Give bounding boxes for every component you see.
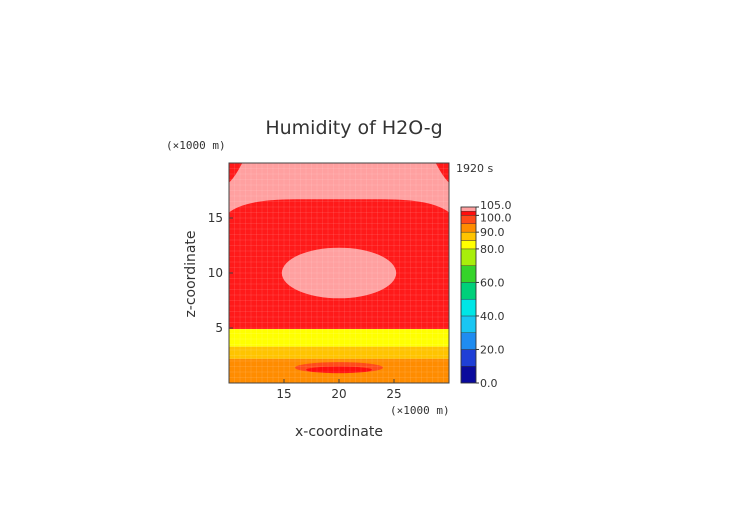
region-red-corner-left [229,163,243,183]
humidity-field [229,163,449,383]
colorbar-tick-label: 80.0 [480,243,505,256]
colorbar-band [460,215,477,224]
time-label: 1920 s [456,162,493,175]
chart-title: Humidity of H2O-g [265,117,442,139]
z-tick-label: 10 [208,266,223,280]
colorbar-tick-label: 20.0 [480,343,505,356]
colorbar-tick-label: 105.0 [480,199,512,212]
x-axis-ticks: 15 20 25 [276,379,402,401]
x-tick-label: 25 [386,387,401,401]
region-pink-top [229,163,449,213]
colorbar-band [460,366,477,384]
colorbar-band [460,206,477,212]
z-tick-label: 15 [208,211,223,225]
colorbar-tick-label: 0.0 [480,377,498,390]
z-tick-label: 5 [215,321,223,335]
region-yellow [229,329,449,347]
colorbar-band [460,240,477,250]
x-tick-label: 20 [331,387,346,401]
colorbar-tick-label: 40.0 [480,310,505,323]
colorbar-band [460,332,477,350]
region-amber [229,346,449,359]
x-axis-unit: (×1000 m) [390,404,450,417]
colorbar-band [460,315,477,333]
colorbar [460,206,477,384]
z-axis-ticks: 5 10 15 [208,211,233,335]
colorbar-tick-label: 90.0 [480,226,505,239]
colorbar-tick-label: 60.0 [480,276,505,289]
region-red-lens [306,366,372,374]
z-axis-label: z-coordinate [183,230,199,317]
colorbar-frame [460,206,477,384]
colorbar-tick-label: 100.0 [480,211,512,224]
x-axis-label: x-coordinate [295,424,383,440]
colorbar-band [460,231,477,241]
region-red-corner-right [435,163,449,183]
cell-grid [229,163,449,383]
region-pink-bubble [281,247,397,299]
x-tick-label: 15 [276,387,291,401]
colorbar-band [460,282,477,300]
colorbar-band [460,298,477,317]
colorbar-band [460,210,477,216]
colorbar-band [460,248,477,266]
colorbar-band [460,265,477,283]
colorbar-band [460,223,477,233]
z-axis-unit: (×1000 m) [166,139,226,152]
colorbar-band [460,349,477,367]
